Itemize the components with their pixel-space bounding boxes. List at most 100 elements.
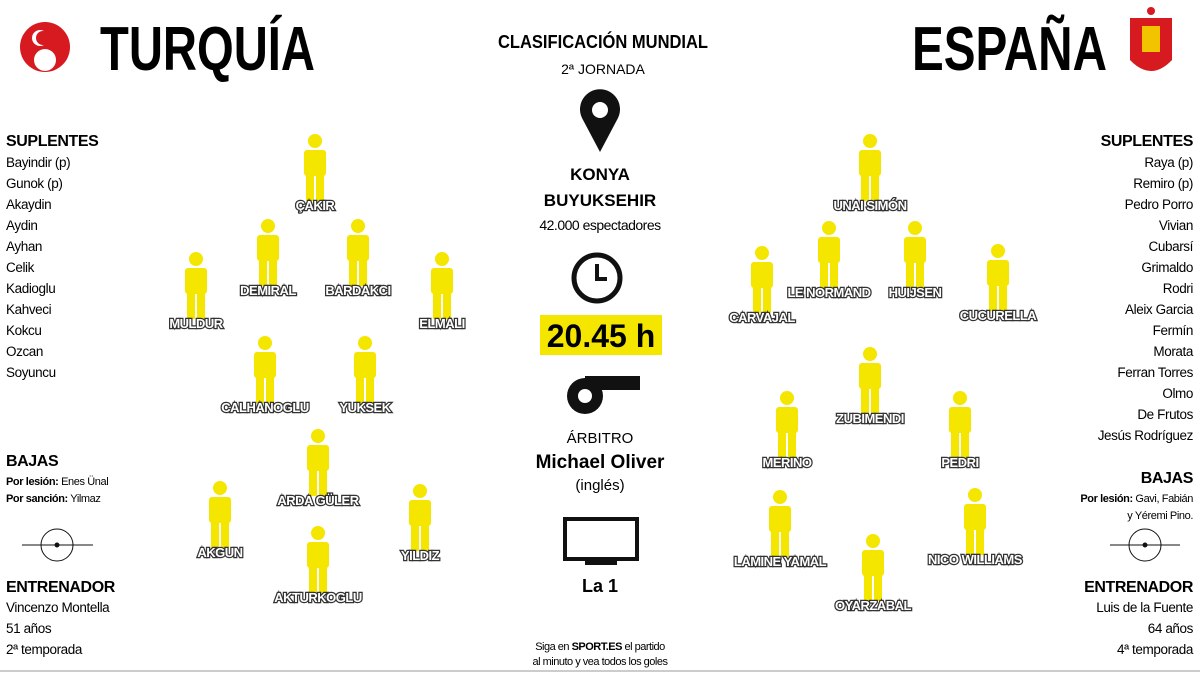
player-figure xyxy=(421,525,429,551)
referee-label: ÁRBITRO xyxy=(567,430,634,447)
player-figure xyxy=(822,221,836,235)
player-figure xyxy=(820,262,828,288)
player: PEDRI xyxy=(940,391,980,471)
player-figure xyxy=(780,391,794,405)
absence-label: Por sanción: xyxy=(6,493,68,505)
player-name: PEDRI xyxy=(941,455,978,470)
player-figure xyxy=(304,150,326,176)
player-figure xyxy=(211,522,219,548)
time-box xyxy=(540,315,662,355)
note-text: Siga en xyxy=(535,641,569,653)
pitch-line xyxy=(840,532,902,551)
player-name: MULDUR xyxy=(169,316,223,331)
player-figure xyxy=(197,293,205,319)
player-figure xyxy=(908,221,922,235)
absence: Por sanción: Yilmaz xyxy=(6,493,101,505)
player-figure xyxy=(257,235,279,261)
coach-info: Vincenzo Montella xyxy=(6,600,110,615)
player-figure xyxy=(209,497,231,523)
substitute: Jesús Rodríguez xyxy=(1098,428,1194,443)
referee-name: Michael Oliver xyxy=(536,452,665,473)
player-figure xyxy=(354,352,376,378)
player-figure xyxy=(818,237,840,263)
substitute: Raya (p) xyxy=(1144,155,1193,170)
player-figure xyxy=(864,575,872,601)
player-figure xyxy=(906,262,914,288)
player-figure xyxy=(306,175,314,201)
note-site: SPORT.ES xyxy=(572,641,623,653)
player-figure xyxy=(413,484,427,498)
tv-icon xyxy=(563,517,639,565)
player: ÇAKIR xyxy=(294,134,337,214)
player-figure xyxy=(311,526,325,540)
venue-name: BUYUKSEHIR xyxy=(544,191,656,210)
player-figure xyxy=(989,285,997,311)
player: LE NORMAND xyxy=(786,221,872,301)
substitute: Soyuncu xyxy=(6,365,56,380)
player-figure xyxy=(866,534,880,548)
player-name: BARDAKCI xyxy=(325,283,390,298)
substitute: Vivian xyxy=(1159,218,1193,233)
absence-label: Por lesión: xyxy=(6,476,58,488)
player-figure xyxy=(366,377,374,403)
absence: Por lesión: Enes Ünal xyxy=(6,476,108,488)
substitute: Aleix Garcia xyxy=(1125,302,1194,317)
section-title: ENTRENADOR xyxy=(1084,579,1194,596)
coach-info: 51 años xyxy=(6,621,52,636)
substitute: De Frutos xyxy=(1137,407,1193,422)
player: HUIJSEN xyxy=(887,221,943,301)
player-name: ZUBIMENDI xyxy=(836,411,904,426)
player-figure xyxy=(269,260,277,286)
player: MULDUR xyxy=(168,252,226,332)
player-figure xyxy=(953,391,967,405)
player-name: MERINO xyxy=(763,455,812,470)
coach-info: 4ª temporada xyxy=(1117,642,1194,657)
player-figure xyxy=(964,504,986,530)
player: OYARZABAL xyxy=(834,534,913,614)
pitch-line xyxy=(830,604,912,641)
player-name: CUCURELLA xyxy=(960,308,1037,323)
spain-logo xyxy=(1130,7,1172,71)
player-name: AKTURKOGLU xyxy=(274,590,362,605)
absence-text: Enes Ünal xyxy=(61,476,108,488)
substitute: Celik xyxy=(6,260,35,275)
pitch-line xyxy=(275,604,357,641)
whistle-icon xyxy=(567,376,640,414)
divider-icon xyxy=(1110,528,1180,562)
section-title: BAJAS xyxy=(6,453,59,470)
coach-info: 64 años xyxy=(1148,621,1194,636)
player: DEMIRAL xyxy=(239,219,298,299)
referee-nationality: (inglés) xyxy=(575,477,624,494)
home-team: TURQUÍA xyxy=(100,15,315,84)
player-figure xyxy=(349,260,357,286)
substitute: Olmo xyxy=(1162,386,1193,401)
player-figure xyxy=(431,268,453,294)
player-figure xyxy=(753,287,761,313)
player-figure xyxy=(951,432,959,458)
player-figure xyxy=(871,175,879,201)
player: MERINO xyxy=(761,391,814,471)
kickoff-time: 20.45 h xyxy=(547,318,656,354)
player-name: ÇAKIR xyxy=(296,198,336,213)
substitute: Kokcu xyxy=(6,323,42,338)
player-figure xyxy=(861,388,869,414)
player-figure xyxy=(256,377,264,403)
player-figure xyxy=(904,237,926,263)
substitute: Pedro Porro xyxy=(1125,197,1193,212)
player-figure xyxy=(751,262,773,288)
player-figure xyxy=(308,134,322,148)
player: YILDIZ xyxy=(400,484,441,564)
player-figure xyxy=(949,407,971,433)
note: al minuto y vea todos los goles xyxy=(533,656,669,668)
player: YUKSEK xyxy=(338,336,393,416)
tv-channel: La 1 xyxy=(582,576,618,596)
substitute: Cubarsí xyxy=(1149,239,1194,254)
player-name: CALHANOGLU xyxy=(221,400,309,415)
player-figure xyxy=(874,575,882,601)
pitch-line xyxy=(825,339,917,431)
substitute: Bayindir (p) xyxy=(6,155,70,170)
player-figure xyxy=(916,262,924,288)
section-title: SUPLENTES xyxy=(6,133,99,150)
player: AKTURKOGLU xyxy=(273,526,364,606)
attendance: 42.000 espectadores xyxy=(539,217,661,233)
